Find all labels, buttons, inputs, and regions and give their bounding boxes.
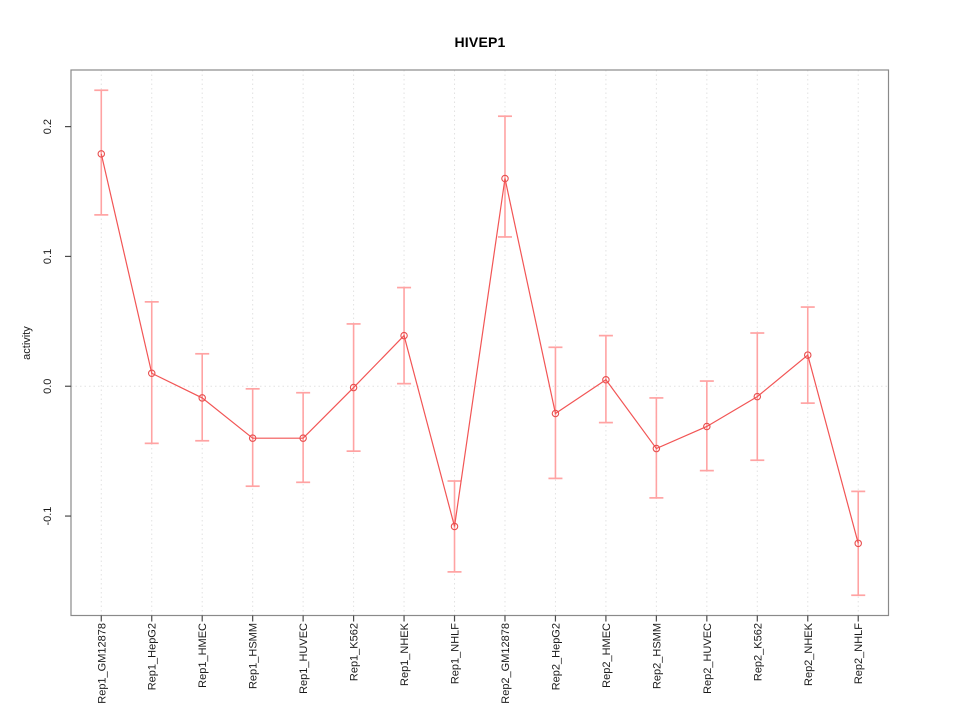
x-tick-label: Rep1_HMEC [197, 623, 209, 688]
data-point [400, 331, 408, 340]
chart-title: HIVEP1 [454, 34, 506, 50]
data-point [703, 422, 711, 431]
x-tick-label: Rep2_HMEC [601, 623, 613, 688]
x-tick-label: Rep2_HepG2 [550, 623, 562, 690]
data-point [97, 150, 106, 158]
data-point [854, 539, 862, 548]
plot-border [70, 69, 890, 617]
x-tick-label: Rep1_K562 [349, 623, 361, 681]
data-point [602, 375, 610, 384]
x-tick-label: Rep2_HSMM [651, 623, 663, 689]
x-tick-label: Rep1_HSMM [248, 623, 260, 689]
x-tick-label: Rep1_NHEK [399, 622, 411, 686]
x-tick-label: Rep1_NHLF [450, 623, 462, 684]
data-point [198, 394, 206, 402]
x-tick-label: Rep2_NHLF [853, 623, 865, 684]
data-point [804, 351, 812, 359]
x-tick-label: Rep1_GM12878 [96, 623, 108, 704]
data-point [450, 522, 459, 531]
data-point [299, 434, 307, 442]
y-tick-label: 0.0 [42, 379, 54, 394]
data-point [349, 383, 358, 392]
data-point [551, 409, 560, 418]
data-point [248, 434, 257, 442]
data-point [501, 174, 509, 183]
data-point [753, 392, 762, 401]
x-tick-label: Rep2_HUVEC [702, 623, 714, 694]
x-tick-label: Rep1_HUVEC [298, 623, 310, 694]
series-line [100, 153, 859, 544]
x-tick-label: Rep1_HepG2 [147, 623, 159, 690]
data-point [652, 444, 661, 453]
x-tick-label: Rep2_K562 [752, 623, 764, 681]
y-tick-label: 0.2 [42, 119, 54, 134]
y-tick-label: 0.1 [42, 249, 54, 264]
data-point [147, 369, 156, 378]
x-tick-label: Rep2_NHEK [803, 622, 815, 686]
y-tick-label: -0.1 [42, 507, 54, 526]
x-tick-label: Rep2_GM12878 [500, 623, 512, 704]
